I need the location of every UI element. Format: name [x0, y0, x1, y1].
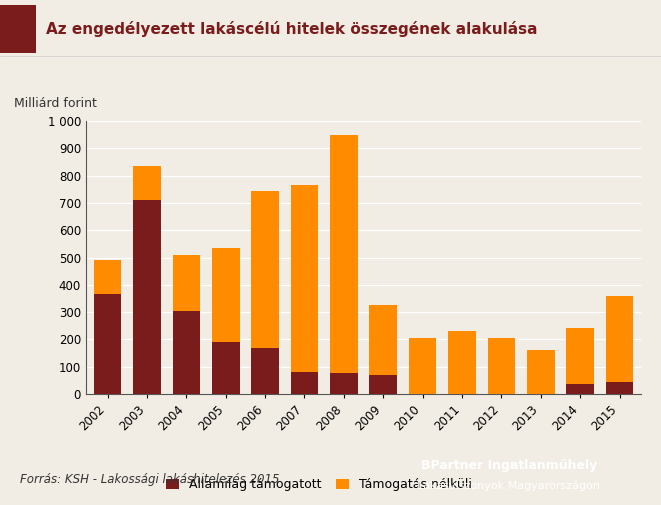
Bar	[133, 166, 161, 200]
Bar	[94, 260, 122, 294]
Bar	[448, 331, 476, 394]
Bar	[291, 372, 318, 394]
Bar	[212, 342, 239, 394]
Bar	[173, 255, 200, 311]
Bar	[488, 338, 515, 394]
Bar	[330, 135, 358, 374]
Bar	[527, 350, 555, 394]
Bar	[291, 185, 318, 372]
Bar	[605, 296, 633, 382]
Bar	[369, 305, 397, 375]
Text: Forrás: KSH - Lakossági lakáshitelezés 2015: Forrás: KSH - Lakossági lakáshitelezés 2…	[20, 473, 280, 486]
Bar	[251, 347, 279, 394]
Text: Az engedélyezett lakáscélú hitelek összegének alakulása: Az engedélyezett lakáscélú hitelek össze…	[46, 21, 538, 37]
Text: BPartner Ingatlanműhely: BPartner Ingatlanműhely	[421, 459, 597, 472]
Bar	[566, 328, 594, 384]
Text: Lakásviszonyok Magyarországon: Lakásviszonyok Magyarországon	[418, 481, 600, 491]
Bar	[133, 200, 161, 394]
Bar	[369, 375, 397, 394]
Bar	[605, 382, 633, 394]
Text: Milliárd forint: Milliárd forint	[14, 97, 97, 110]
Bar	[409, 338, 436, 394]
Legend: Államilag támogatott, Támogatás nélküli: Államilag támogatott, Támogatás nélküli	[167, 477, 472, 491]
Bar	[566, 384, 594, 394]
Bar	[330, 374, 358, 394]
Bar	[212, 248, 239, 342]
Bar	[251, 191, 279, 347]
Bar	[94, 294, 122, 394]
Bar	[173, 311, 200, 394]
